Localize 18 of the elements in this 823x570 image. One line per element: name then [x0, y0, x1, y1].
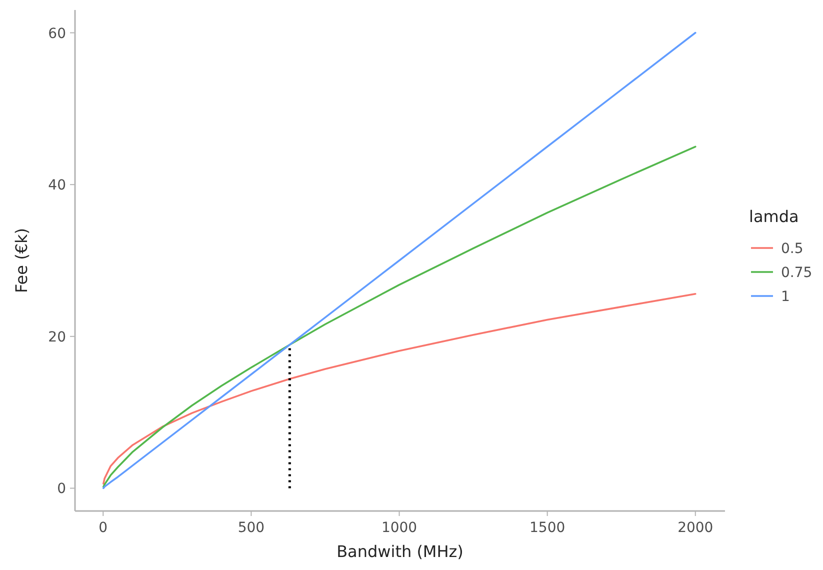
line-series [102, 293, 696, 485]
legend-label: 0.75 [781, 265, 812, 281]
x-tick-label: 1000 [381, 520, 418, 536]
x-tick-label: 1500 [530, 520, 566, 536]
legend-label: 1 [781, 289, 790, 305]
y-tick-label: 0 [57, 481, 66, 498]
y-tick-label: 60 [48, 26, 66, 42]
y-tick-label: 20 [48, 329, 66, 346]
x-axis-title: Bandwith (MHz) [336, 542, 464, 561]
x-tick-label: 0 [98, 520, 108, 536]
y-tick-label: 40 [48, 178, 66, 194]
line-series [102, 146, 696, 488]
legend-label: 0.5 [781, 241, 804, 257]
line-series [102, 32, 696, 490]
y-axis-title: Fee (€k) [12, 228, 31, 294]
x-tick-label: 500 [238, 520, 265, 536]
legend-title: lamda [749, 207, 799, 226]
x-tick-label: 2000 [678, 520, 714, 536]
